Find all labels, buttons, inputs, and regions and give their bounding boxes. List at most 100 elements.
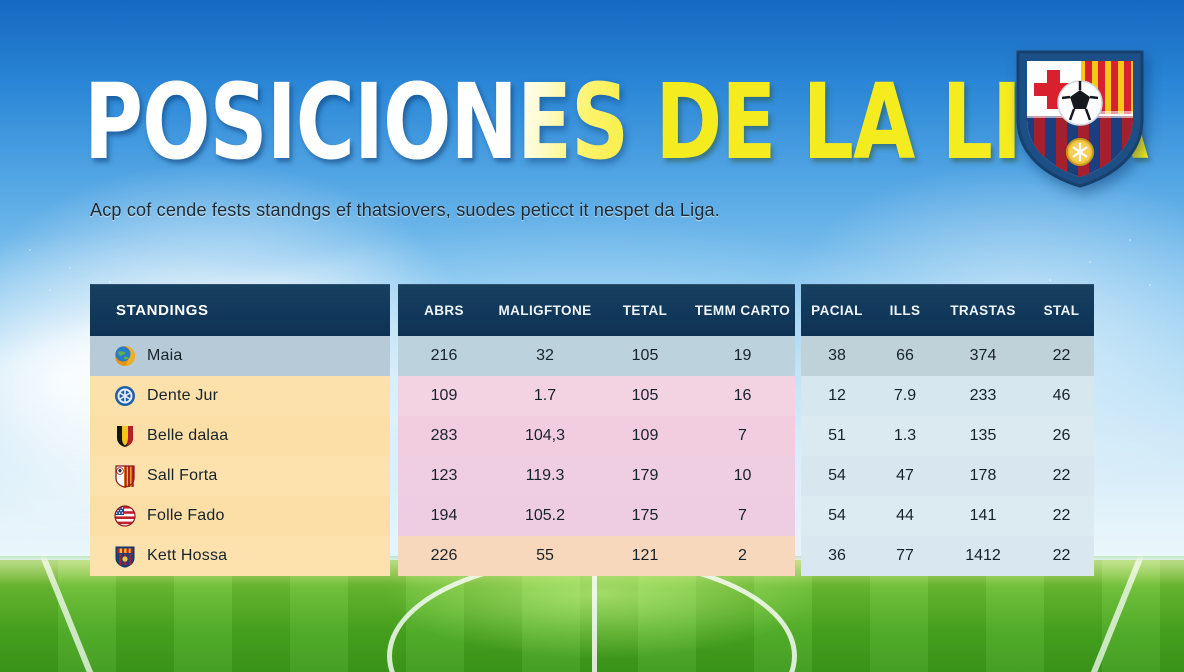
page-title-part-1: POSICION (84, 61, 518, 183)
cell-temm-carto: 7 (738, 427, 747, 444)
cell-pacial: 38 (828, 347, 846, 364)
table-row[interactable]: Sall Forta (90, 456, 390, 496)
cell-maligftone: 55 (536, 547, 554, 564)
standings-table: STANDINGS Maia (90, 284, 1094, 578)
page-title: POSICIONES DE LA LIGA (84, 66, 1148, 178)
cell-temm-carto: 16 (733, 387, 752, 404)
table-row[interactable]: 123 119.3 179 10 (398, 456, 795, 496)
cell-tetal: 105 (631, 347, 659, 364)
cell-stal: 22 (1052, 507, 1071, 524)
column-header-pacial: PACIAL (811, 302, 863, 318)
table-row[interactable]: Folle Fado (90, 496, 390, 536)
cell-pacial: 12 (828, 387, 846, 404)
cell-stal: 22 (1052, 547, 1071, 564)
cell-trastas: 178 (969, 467, 997, 484)
cell-abrs: 109 (430, 387, 458, 404)
cell-temm-carto: 2 (738, 547, 747, 564)
standings-panel-teams: STANDINGS Maia (90, 284, 390, 576)
table-row[interactable]: 194 105.2 175 7 (398, 496, 795, 536)
cell-tetal: 105 (631, 387, 659, 404)
stats-secondary-rows: 38 66 374 22 12 7.9 233 46 51 1.3 135 26 (801, 336, 1094, 576)
team-name: Dente Jur (147, 387, 219, 404)
blue-circle-crest-icon (115, 386, 135, 406)
cell-abrs: 194 (430, 507, 458, 524)
team-name: Kett Hossa (147, 547, 228, 564)
column-header-maligftone: MALIGFTONE (498, 302, 592, 318)
stats-primary-rows: 216 32 105 19 109 1.7 105 16 283 104,3 1… (398, 336, 795, 576)
cell-stal: 46 (1052, 387, 1071, 404)
cell-tetal: 179 (631, 467, 659, 484)
table-row[interactable]: 54 44 141 22 (801, 496, 1094, 536)
table-row[interactable]: 51 1.3 135 26 (801, 416, 1094, 456)
cell-tetal: 175 (631, 507, 659, 524)
stats-primary-header-row: ABRS MALIGFTONE TETAL TEMM CARTO (398, 284, 795, 336)
cell-ills: 47 (896, 467, 914, 484)
cell-ills: 44 (896, 507, 914, 524)
table-row[interactable]: 36 77 1412 22 (801, 536, 1094, 576)
cell-maligftone: 1.7 (533, 387, 557, 404)
cell-trastas: 1412 (965, 547, 1001, 564)
page-title-part-2: ES (517, 61, 629, 183)
cell-abrs: 123 (430, 467, 458, 484)
cell-temm-carto: 19 (733, 347, 752, 364)
cell-temm-carto: 7 (738, 507, 747, 524)
table-row[interactable]: Dente Jur (90, 376, 390, 416)
barcelona-crest-icon (115, 546, 135, 568)
cell-ills: 7.9 (893, 387, 917, 404)
standings-panel-stats-secondary: PACIAL ILLS TRASTAS STAL 38 66 374 22 12… (801, 284, 1094, 576)
cell-ills: 77 (896, 547, 914, 564)
table-row[interactable]: Belle dalaa (90, 416, 390, 456)
team-name: Maia (147, 347, 183, 364)
team-cell: Maia (114, 344, 182, 368)
table-row[interactable]: Maia (90, 336, 390, 376)
teams-rows: Maia Dente Jur (90, 336, 390, 576)
cell-temm-carto: 10 (733, 467, 752, 484)
globe-crest-icon (115, 346, 135, 366)
table-row[interactable]: 216 32 105 19 (398, 336, 795, 376)
column-header-tetal: TETAL (622, 302, 668, 318)
teams-header-label: STANDINGS (116, 301, 209, 319)
team-cell: Kett Hossa (114, 544, 227, 568)
cell-trastas: 135 (969, 427, 997, 444)
cell-maligftone: 32 (536, 347, 554, 364)
team-name: Sall Forta (147, 467, 218, 484)
cell-trastas: 374 (969, 347, 997, 364)
table-row[interactable]: 226 55 121 2 (398, 536, 795, 576)
cell-maligftone: 105.2 (524, 507, 566, 524)
team-cell: Folle Fado (114, 504, 225, 528)
cell-ills: 66 (896, 347, 914, 364)
column-header-abrs: ABRS (424, 302, 464, 318)
cell-abrs: 216 (430, 347, 458, 364)
cell-pacial: 36 (828, 547, 846, 564)
cell-pacial: 54 (828, 467, 846, 484)
table-row[interactable]: Kett Hossa (90, 536, 390, 576)
page-subtitle: Acp cof cende fests standngs ef thatsiov… (90, 200, 720, 220)
cell-stal: 26 (1052, 427, 1071, 444)
table-row[interactable]: 54 47 178 22 (801, 456, 1094, 496)
table-row[interactable]: 12 7.9 233 46 (801, 376, 1094, 416)
stats-secondary-header-row: PACIAL ILLS TRASTAS STAL (801, 284, 1094, 336)
standings-panel-stats-primary: ABRS MALIGFTONE TETAL TEMM CARTO 216 32 … (398, 284, 795, 576)
column-header-temm-carto: TEMM CARTO (694, 302, 791, 318)
team-cell: Sall Forta (114, 464, 217, 488)
table-row[interactable]: 283 104,3 109 7 (398, 416, 795, 456)
cell-tetal: 109 (631, 427, 659, 444)
team-cell: Belle dalaa (114, 424, 228, 448)
table-row[interactable]: 38 66 374 22 (801, 336, 1094, 376)
pitch-center-line (592, 560, 597, 672)
column-header-ills: ILLS (889, 302, 921, 318)
league-crest (1010, 42, 1150, 190)
cell-pacial: 54 (828, 507, 846, 524)
teams-header-row: STANDINGS (90, 284, 390, 336)
cell-pacial: 51 (828, 427, 846, 444)
table-row[interactable]: 109 1.7 105 16 (398, 376, 795, 416)
cell-maligftone: 104,3 (524, 427, 566, 444)
cell-stal: 22 (1052, 467, 1071, 484)
team-cell: Dente Jur (114, 384, 218, 408)
cell-ills: 1.3 (893, 427, 917, 444)
column-header-trastas: TRASTAS (950, 302, 1016, 318)
cell-tetal: 121 (631, 547, 659, 564)
cell-maligftone: 119.3 (525, 467, 565, 484)
league-crest-icon (1016, 50, 1144, 188)
